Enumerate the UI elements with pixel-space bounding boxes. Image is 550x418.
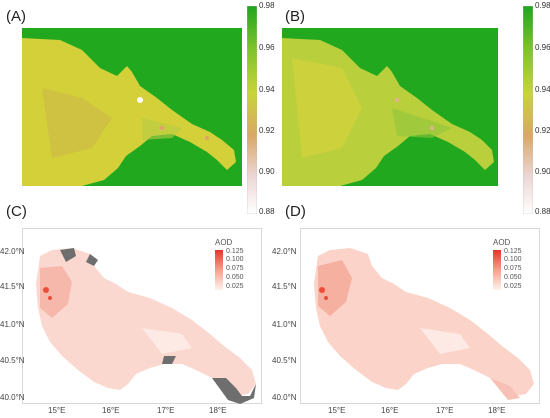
legend-c-tick-0100: 0.100 <box>226 256 244 263</box>
colorbar-a-tick-088: 0.88 <box>259 207 275 216</box>
lat-tick-d-420: 42.0°N <box>272 247 297 256</box>
legend-c-tick-0075: 0.075 <box>226 265 244 272</box>
lat-tick-c-420: 42.0°N <box>0 247 25 256</box>
colorbar-b-tick-090: 0.90 <box>535 167 550 176</box>
colorbar-a-tick-094: 0.94 <box>259 85 275 94</box>
aod-map-d <box>314 248 534 400</box>
lat-tick-d-410: 41.0°N <box>272 320 297 329</box>
legend-d-tick-0075: 0.075 <box>504 265 522 272</box>
panel-label-a: (A) <box>6 8 26 25</box>
lon-tick-d-15: 15°E <box>328 406 346 415</box>
lat-tick-c-405: 40.5°N <box>0 356 25 365</box>
legend-c-tick-0025: 0.025 <box>226 283 244 290</box>
lon-tick-c-18: 18°E <box>209 406 227 415</box>
legend-title-d: AOD <box>493 238 511 247</box>
lat-tick-c-400: 40.0°N <box>0 393 25 402</box>
legend-bar-d <box>493 250 501 290</box>
colorbar-b-tick-096: 0.96 <box>535 43 550 52</box>
colorbar-a-tick-090: 0.90 <box>259 167 275 176</box>
lon-tick-d-16: 16°E <box>381 406 399 415</box>
colorbar-b-tick-094: 0.94 <box>535 85 550 94</box>
legend-d-tick-0050: 0.050 <box>504 274 522 281</box>
lat-tick-d-400: 40.0°N <box>272 393 297 402</box>
lat-tick-c-415: 41.5°N <box>0 282 25 291</box>
colorbar-a-tick-092: 0.92 <box>259 126 275 135</box>
aod-map-c <box>36 248 256 404</box>
map-frame-c <box>22 228 262 404</box>
panel-label-c: (C) <box>6 203 27 220</box>
legend-bar-c <box>215 250 223 290</box>
colorbar-a-tick-098: 0.98 <box>259 1 275 10</box>
legend-title-c: AOD <box>215 238 233 247</box>
colorbar-b-tick-088: 0.88 <box>535 207 550 216</box>
lon-tick-c-15: 15°E <box>48 406 66 415</box>
colorbar-a <box>247 6 257 214</box>
lon-tick-c-17: 17°E <box>157 406 175 415</box>
legend-d-tick-0100: 0.100 <box>504 256 522 263</box>
lon-tick-d-17: 17°E <box>436 406 454 415</box>
legend-c-tick-0125: 0.125 <box>226 248 244 255</box>
colorbar-b-tick-098: 0.98 <box>535 1 550 10</box>
panel-label-b: (B) <box>285 8 305 25</box>
legend-d-tick-0125: 0.125 <box>504 248 522 255</box>
panel-label-d: (D) <box>285 203 306 220</box>
colorbar-a-tick-096: 0.96 <box>259 43 275 52</box>
lon-tick-d-18: 18°E <box>488 406 506 415</box>
legend-c-tick-0050: 0.050 <box>226 274 244 281</box>
lat-tick-d-405: 40.5°N <box>272 356 297 365</box>
emissivity-map-b <box>282 28 498 186</box>
lat-tick-d-415: 41.5°N <box>272 282 297 291</box>
legend-d-tick-0025: 0.025 <box>504 283 522 290</box>
lon-tick-c-16: 16°E <box>102 406 120 415</box>
map-frame-d <box>300 228 540 404</box>
emissivity-map-a <box>22 28 242 186</box>
colorbar-b-tick-092: 0.92 <box>535 126 550 135</box>
colorbar-b <box>523 6 533 214</box>
lat-tick-c-410: 41.0°N <box>0 320 25 329</box>
